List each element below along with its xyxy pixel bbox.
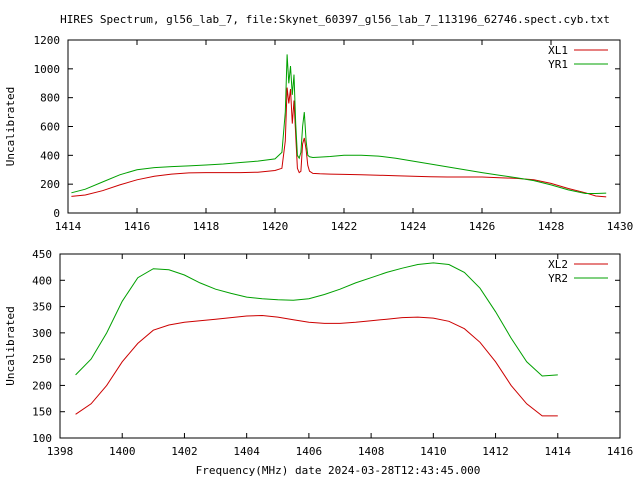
lower-y-tick-label: 250 (32, 353, 52, 366)
upper-series-xl1 (71, 87, 607, 198)
lower-y-tick-label: 300 (32, 327, 52, 340)
lower-y-tick-label: 350 (32, 301, 52, 314)
lower-series-xl2 (75, 314, 558, 417)
lower-y-tick-label: 200 (32, 379, 52, 392)
lower-x-tick-label: 1400 (109, 445, 136, 458)
lower-x-tick-label: 1404 (233, 445, 260, 458)
lower-x-tick-label: 1408 (358, 445, 385, 458)
upper-x-tick-label: 1422 (331, 220, 358, 233)
legend-label-yr1: YR1 (548, 58, 568, 71)
upper-y-tick-label: 1000 (34, 63, 61, 76)
lower-x-tick-label: 1412 (482, 445, 509, 458)
lower-y-axis-label: Uncalibrated (4, 306, 17, 385)
lower-y-tick-label: 100 (32, 432, 52, 445)
upper-y-tick-label: 200 (40, 178, 60, 191)
upper-panel: Uncalibrated 1414 1416 1418 1420 1422 1424 142… (4, 34, 633, 233)
lower-x-tick-label: 1406 (296, 445, 323, 458)
legend-label-xl1: XL1 (548, 44, 568, 57)
lower-series-yr2 (75, 262, 558, 377)
lower-y-tick-label: 150 (32, 406, 52, 419)
upper-x-tick-label: 1430 (607, 220, 634, 233)
legend-label-xl2: XL2 (548, 258, 568, 271)
upper-y-tick-label: 0 (53, 207, 60, 220)
upper-x-tick-label: 1418 (193, 220, 220, 233)
upper-x-tick-label: 1416 (124, 220, 151, 233)
lower-x-tick-label: 1414 (545, 445, 572, 458)
lower-x-tick-label: 1398 (47, 445, 74, 458)
lower-x-tick-label: 1410 (420, 445, 447, 458)
upper-y-tick-label: 1200 (34, 34, 61, 47)
lower-panel: Uncalibrated 1398 1400 1402 1404 1406 1408 141… (4, 248, 633, 458)
lower-y-tick-label: 400 (32, 274, 52, 287)
lower-y-tick-label: 450 (32, 248, 52, 261)
upper-x-tick-label: 1426 (469, 220, 496, 233)
upper-x-tick-label: 1414 (55, 220, 82, 233)
chart-title: HIRES Spectrum, gl56_lab_7, file:Skynet_… (60, 13, 610, 26)
legend-label-yr2: YR2 (548, 272, 568, 285)
upper-x-tick-label: 1428 (538, 220, 565, 233)
upper-plot-frame (67, 39, 621, 214)
upper-x-tick-label: 1424 (400, 220, 427, 233)
lower-x-tick-label: 1416 (607, 445, 634, 458)
lower-x-tick-label: 1402 (171, 445, 198, 458)
upper-y-axis-label: Uncalibrated (4, 87, 17, 166)
lower-plot-frame (59, 253, 621, 439)
upper-x-tick-label: 1420 (262, 220, 289, 233)
upper-y-tick-label: 600 (40, 121, 60, 134)
x-axis-label: Frequency(MHz) date 2024-03-28T12:43:45.… (196, 464, 481, 477)
upper-series-yr1 (71, 54, 607, 194)
upper-y-tick-label: 800 (40, 92, 60, 105)
upper-y-tick-label: 400 (40, 149, 60, 162)
